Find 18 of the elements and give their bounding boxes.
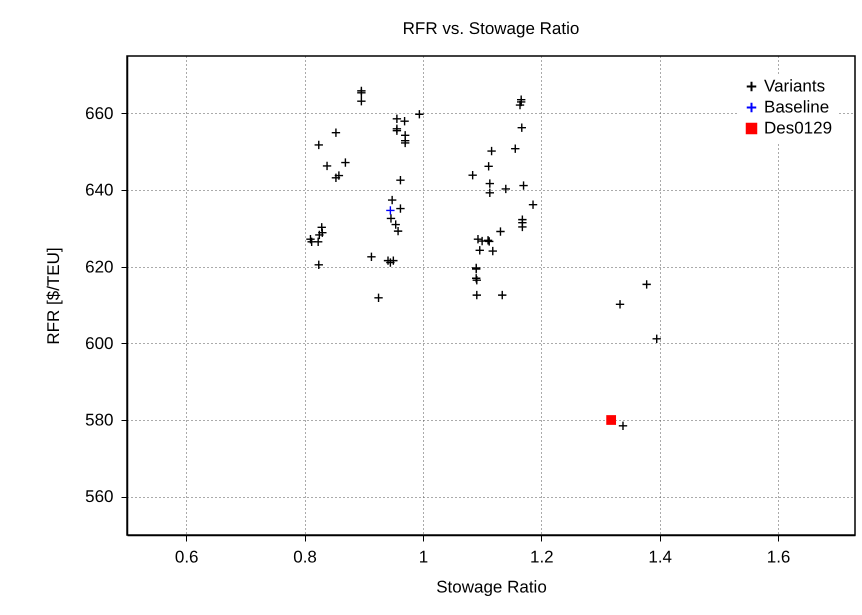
y-axis-title: RFR [$/TEU]	[44, 247, 64, 345]
y-tick-label: 600	[85, 334, 114, 353]
legend-label: Variants	[764, 76, 826, 96]
legend-label: Baseline	[764, 98, 830, 116]
chart-title: RFR vs. Stowage Ratio	[402, 19, 580, 38]
x-tick-label: 0.8	[293, 548, 317, 566]
x-tick-label: 1.4	[648, 548, 672, 566]
y-tick-label: 580	[85, 410, 114, 430]
y-tick-label: 560	[85, 487, 114, 506]
x-tick-label: 0.6	[174, 548, 199, 566]
legend-label: Des0129	[764, 118, 832, 138]
x-tick-label: 1	[418, 548, 428, 566]
x-tick-label: 1.2	[530, 548, 554, 566]
x-tick-label: 1.6	[766, 548, 790, 566]
y-tick-label: 620	[85, 257, 114, 276]
x-axis-title: Stowage Ratio	[436, 578, 547, 596]
y-tick-label: 660	[85, 104, 114, 123]
y-tick-label: 640	[85, 180, 114, 200]
